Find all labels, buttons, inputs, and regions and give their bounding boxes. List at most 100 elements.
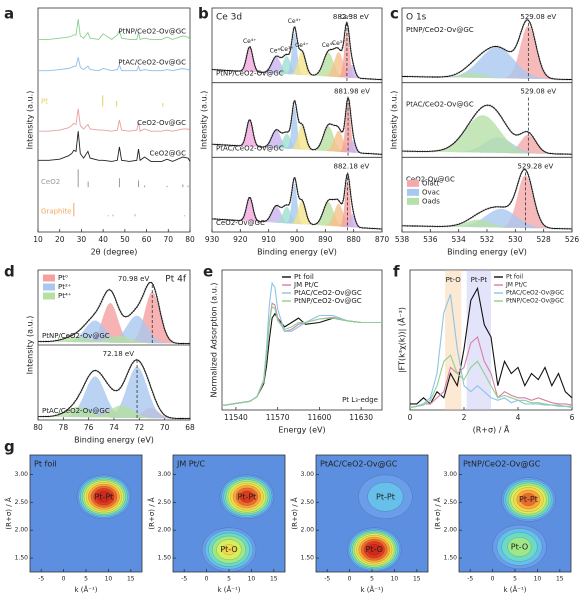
y-axis-label: (R+σ) / Å (147, 497, 156, 529)
x-tick-label: 76 (84, 423, 94, 432)
marker-label: 529.28 eV (518, 162, 554, 170)
x-tick-label: 870 (375, 235, 390, 244)
component-peak (212, 29, 382, 80)
x-tick-label: 5 (84, 576, 88, 583)
marker-label: 72.18 eV (103, 350, 135, 358)
y-axis-label: Intensity (a.u.) (26, 316, 35, 375)
contour-level (222, 544, 236, 556)
contour-map (492, 477, 556, 570)
x-tick-label: -5 (324, 576, 330, 583)
band (445, 270, 462, 410)
y-axis-label: Normalized Adsorption (a.u.) (210, 283, 219, 398)
component-peak (38, 335, 190, 344)
legend-label: PtAC/CeO2-Ov@GC (506, 290, 564, 297)
x-tick-label: 530 (508, 235, 523, 244)
peak-label: Ce⁴⁺ (340, 14, 353, 21)
peak-label: Ce⁴⁺ (288, 18, 301, 25)
peak-label: Pt-O (511, 542, 528, 551)
x-axis-label: k (Å⁻¹) (74, 585, 97, 594)
component-peak (212, 181, 382, 229)
fit-envelope (212, 174, 383, 230)
series-line (38, 57, 191, 72)
y-tick-label: 1.50 (444, 555, 458, 562)
legend-label: PtAC/CeO2-Ov@GC (294, 289, 362, 297)
y-tick-label: 2.00 (158, 527, 172, 534)
y-tick-label: 2.50 (158, 499, 172, 506)
x-axis-label: Binding energy (eV) (257, 248, 337, 257)
x-tick-label: 10 (391, 576, 399, 583)
x-axis-label: Binding energy (eV) (447, 248, 527, 257)
legend-swatch (43, 283, 55, 291)
component-peak (402, 115, 572, 155)
series-line (409, 294, 573, 409)
map-background (30, 455, 142, 572)
component-peak (212, 33, 382, 80)
peak-label: Ce³⁺ (280, 46, 293, 53)
panel-letter: f (393, 263, 400, 281)
legend-label: Pt²⁺ (58, 283, 72, 291)
panel-letter: b (198, 5, 209, 23)
legend-label: PtNP/CeO2-Ov@GC (294, 297, 362, 305)
peak-label: Pt-O (366, 545, 383, 554)
contour-level (520, 493, 537, 507)
map-title: PtNP/CeO2-Ov@GC (463, 460, 541, 469)
reference-label: Pt (41, 98, 48, 106)
x-tick-label: 2 (462, 413, 467, 422)
component-peak (212, 197, 382, 229)
x-tick-label: 910 (262, 235, 277, 244)
x-tick-label: 528 (537, 235, 552, 244)
x-axis-label: k (Å⁻¹) (503, 585, 526, 594)
x-tick-label: -5 (181, 576, 187, 583)
x-tick-label: 526 (565, 235, 579, 244)
y-tick-label: 3.00 (301, 471, 315, 478)
series-line (409, 354, 572, 409)
peak-label: Ce³⁺ (332, 40, 345, 47)
sample-name: CeO2-Ov@GC (216, 219, 265, 227)
x-axis-label: (R+σ) / Å (473, 424, 510, 435)
y-axis-label: Intensity (a.u.) (390, 91, 399, 150)
legend-swatch (43, 292, 55, 300)
component-peak (402, 134, 572, 155)
x-tick-label: 30 (77, 235, 87, 244)
series-line (38, 108, 191, 132)
legend-label: Ovac (422, 188, 440, 196)
contour-level (96, 491, 111, 503)
panel-letter: e (203, 263, 213, 281)
x-tick-label: 40 (98, 235, 108, 244)
component-peak (402, 47, 572, 80)
sample-name: PtAC/CeO2-Ov@GC (42, 407, 110, 415)
x-tick-label: 15 (556, 576, 564, 583)
fit-envelope (38, 281, 190, 345)
y-tick-label: 1.50 (15, 555, 29, 562)
series-line (221, 281, 382, 407)
x-tick-label: 15 (127, 576, 135, 583)
marker-label: 882.18 eV (333, 162, 369, 170)
annotation: Pt L₃-edge (342, 396, 378, 404)
x-tick-label: 5 (227, 576, 231, 583)
contour-level (239, 490, 255, 503)
y-tick-label: 3.00 (15, 471, 29, 478)
y-axis-label: Intensity (a.u.) (200, 91, 209, 150)
x-tick-label: 5 (370, 576, 374, 583)
component-peak (212, 52, 382, 80)
x-tick-label: 532 (480, 235, 495, 244)
y-axis-label: (R+σ) / Å (4, 497, 13, 529)
x-tick-label: 70 (160, 423, 170, 432)
x-tick-label: 15 (413, 576, 421, 583)
fit-envelope (38, 359, 190, 420)
y-tick-label: 1.50 (158, 555, 172, 562)
panel-letter: d (4, 263, 15, 281)
legend-label: Olatt (422, 179, 439, 187)
series-label: PtNP/CeO2-Ov@GC (118, 27, 186, 35)
x-tick-label: 534 (452, 235, 467, 244)
y-tick-label: 3.00 (444, 471, 458, 478)
series-line (221, 302, 382, 407)
band-label: Pt-O (446, 276, 462, 284)
x-tick-label: 68 (185, 423, 195, 432)
marker-label: 70.98 eV (118, 275, 150, 283)
x-axis-label: Binding energy (eV) (74, 436, 154, 445)
x-tick-label: 80 (185, 235, 195, 244)
series-line (410, 286, 573, 405)
x-tick-label: 11570 (266, 413, 290, 422)
y-tick-label: 2.00 (15, 527, 29, 534)
